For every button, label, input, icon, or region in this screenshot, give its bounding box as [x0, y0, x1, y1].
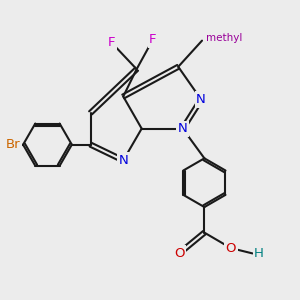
Text: O: O [174, 247, 184, 260]
Text: N: N [118, 154, 128, 167]
Text: F: F [108, 36, 115, 49]
Text: N: N [196, 93, 206, 106]
Text: Br: Br [6, 138, 21, 151]
Text: F: F [149, 33, 157, 46]
Text: N: N [178, 122, 188, 135]
Text: H: H [254, 247, 264, 260]
Text: O: O [226, 242, 236, 255]
Text: methyl: methyl [206, 33, 242, 43]
